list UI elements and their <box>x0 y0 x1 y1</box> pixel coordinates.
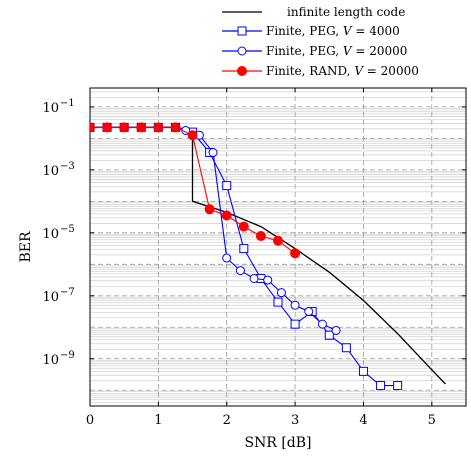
legend-label: Finite, RAND, V = 20000 <box>266 64 419 78</box>
data-point-square <box>358 366 368 376</box>
legend-entry: Finite, PEG, V = 20000 <box>222 44 407 58</box>
series-0 <box>90 126 446 385</box>
x-tick-label: 0 <box>86 413 94 428</box>
data-point-filled-circle <box>153 122 164 133</box>
data-point-square <box>239 244 249 254</box>
y-tick-label: 10 <box>42 290 59 305</box>
y-tick-label: 10 <box>42 227 59 242</box>
data-point-circle <box>222 253 232 263</box>
x-tick-label: 3 <box>291 413 299 428</box>
y-axis-label: BER <box>18 231 34 263</box>
data-point-filled-circle <box>238 221 249 232</box>
legend-entry: infinite length code <box>222 5 405 19</box>
data-point-square <box>393 381 403 391</box>
data-point-filled-circle <box>90 122 95 133</box>
data-point-filled-circle <box>204 204 215 215</box>
y-tick-exponent: −9 <box>60 350 75 361</box>
data-point-square <box>341 343 351 353</box>
y-tick-label: 10 <box>42 164 59 179</box>
data-point-square <box>376 381 386 391</box>
x-tick-label: 1 <box>154 413 162 428</box>
data-point-filled-circle <box>170 122 181 133</box>
grid <box>89 88 466 406</box>
legend: infinite length code Finite, PEG, V = 400… <box>201 3 467 83</box>
legend-label: Finite, PEG, V = 4000 <box>266 24 400 38</box>
series-layer <box>90 122 446 391</box>
x-axis: 0 1 2 3 4 5 <box>86 88 436 428</box>
data-point-circle <box>249 273 259 283</box>
y-tick-exponent: −5 <box>60 224 75 235</box>
plot-frame <box>89 87 467 407</box>
series-3 <box>90 122 301 259</box>
data-point-square <box>273 297 283 307</box>
legend-entry: Finite, PEG, V = 4000 <box>222 24 400 38</box>
legend-entry: Finite, RAND, V = 20000 <box>222 64 419 78</box>
y-tick-exponent: −3 <box>60 161 75 172</box>
data-point-filled-circle <box>136 122 147 133</box>
data-point-filled-circle <box>102 122 113 133</box>
data-point-circle <box>276 288 286 298</box>
data-point-circle <box>237 46 247 56</box>
data-point-circle <box>304 307 314 317</box>
series-line <box>90 126 446 385</box>
data-point-circle <box>290 300 300 310</box>
legend-label: Finite, PEG, V = 20000 <box>266 44 407 58</box>
data-point-filled-circle <box>290 248 301 259</box>
y-tick-label: 10 <box>42 353 59 368</box>
data-point-square <box>290 319 300 329</box>
data-point-circle <box>263 275 273 285</box>
data-point-filled-circle <box>255 230 266 241</box>
data-point-circle <box>208 148 218 158</box>
data-point-square <box>237 26 247 36</box>
data-point-filled-circle <box>273 235 283 246</box>
data-point-filled-circle <box>221 210 232 221</box>
y-tick-exponent: −7 <box>60 287 75 298</box>
data-point-filled-circle <box>187 130 198 141</box>
x-axis-label: SNR [dB] <box>244 435 311 451</box>
data-point-square <box>324 330 334 340</box>
data-point-circle <box>317 319 327 329</box>
data-point-filled-circle <box>119 122 130 133</box>
series-line <box>90 126 337 331</box>
y-tick-label: 10 <box>42 101 59 116</box>
y-axis: 10−110−310−510−710−9 <box>42 98 466 368</box>
y-tick-exponent: −1 <box>60 98 75 109</box>
data-point-circle <box>331 325 341 335</box>
x-tick-label: 2 <box>223 413 231 428</box>
legend-label: infinite length code <box>287 5 405 19</box>
x-tick-label: 5 <box>428 413 436 428</box>
data-point-filled-circle <box>237 66 247 76</box>
x-tick-label: 4 <box>359 413 367 428</box>
series-line <box>90 126 398 387</box>
data-point-circle <box>235 266 245 276</box>
data-point-square <box>222 181 232 191</box>
